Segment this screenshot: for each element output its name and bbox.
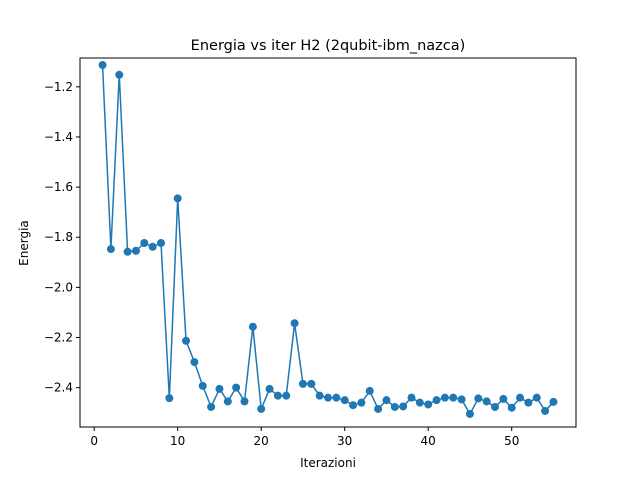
data-point [265,384,274,393]
data-point [516,393,525,402]
data-point [131,246,140,255]
y-tick-label: −2.4 [44,381,73,395]
y-tick-label: −2.0 [44,280,73,294]
data-point [165,394,174,403]
data-point [532,393,541,402]
x-tick-label: 20 [254,434,269,448]
y-tick-label: −2.2 [44,331,73,345]
x-tick-label: 50 [504,434,519,448]
data-point [415,398,424,407]
data-point [298,379,307,388]
data-point [257,404,266,413]
data-point [157,239,165,247]
data-point [482,397,491,406]
data-point [190,358,199,367]
x-axis-label: Iterazioni [300,456,356,470]
data-point [507,403,516,412]
data-point [248,322,257,331]
y-axis: −2.4 −2.2 −2.0 −1.8 −1.6 −1.4 −1.2 [44,80,80,395]
series-layer [98,61,558,418]
y-tick-label: −1.6 [44,180,73,194]
data-point [457,395,466,404]
data-point [382,396,391,405]
data-point [98,61,107,70]
data-point [449,393,458,402]
data-point [440,393,449,402]
data-point [349,401,358,410]
data-point [140,239,149,247]
y-axis-label: Energia [17,220,31,266]
data-point [115,70,124,79]
data-point [491,402,499,411]
data-point [240,397,249,406]
y-tick-label: −1.4 [44,130,73,144]
data-point [474,394,483,403]
y-tick-label: −1.2 [44,80,73,94]
x-tick-label: 30 [337,434,352,448]
data-point [123,247,132,256]
data-point [148,242,157,251]
axes-frame [79,57,577,428]
data-point [407,393,416,402]
data-point [332,393,341,402]
x-axis: 0 10 20 30 40 50 [90,427,519,448]
data-point [357,398,366,407]
data-point [232,383,241,392]
x-tick-label: 0 [90,434,98,448]
data-point [549,397,558,406]
data-point [465,409,474,418]
data-point [390,402,399,411]
data-point [524,398,533,407]
data-point [374,404,383,413]
data-point [424,400,433,409]
data-point [365,386,374,395]
data-point [499,394,508,403]
x-tick-label: 40 [421,434,436,448]
data-point [282,391,291,400]
data-point [215,384,224,393]
data-point [432,396,441,405]
data-point [273,391,282,400]
data-point [173,194,182,203]
x-tick-label: 10 [170,434,185,448]
chart-title: Energia vs iter H2 (2qubit-ibm_nazca) [191,38,466,54]
data-point [106,245,115,254]
data-point [290,319,299,328]
data-point [324,393,332,402]
data-point [198,381,207,390]
y-tick-label: −1.8 [44,230,73,244]
data-point [223,397,232,406]
data-point [307,379,316,388]
data-point [182,336,191,345]
data-point [315,391,324,400]
data-point [541,406,550,415]
data-point [207,402,216,411]
data-point [399,402,408,411]
data-point [340,396,349,405]
